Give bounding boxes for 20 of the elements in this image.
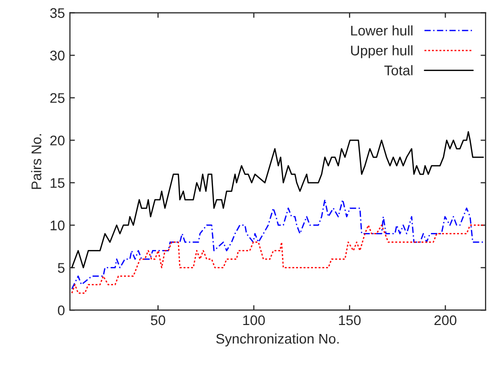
x-tick-label: 200 xyxy=(434,315,456,326)
line-series xyxy=(71,224,484,294)
line-series xyxy=(71,131,484,268)
line-series xyxy=(71,199,484,290)
y-tick-label: 10 xyxy=(50,220,65,230)
legend-label: Lower hull xyxy=(351,25,412,36)
y-tick-label: 5 xyxy=(58,263,64,273)
y-axis-title: Pairs No. xyxy=(31,134,42,189)
y-tick-label: 35 xyxy=(50,8,64,18)
legend-label: Total xyxy=(384,65,412,76)
x-axis-title: Synchronization No. xyxy=(216,333,339,346)
y-tick-label: 15 xyxy=(50,178,64,188)
x-tick-label: 150 xyxy=(339,315,361,326)
y-tick-label: 0 xyxy=(58,305,65,316)
y-tick-label: 25 xyxy=(50,93,64,103)
x-tick-label: 100 xyxy=(243,315,265,326)
y-tick-label: 30 xyxy=(50,50,65,60)
legend-label: Upper hull xyxy=(351,45,412,58)
x-tick-label: 50 xyxy=(150,315,166,326)
y-tick-label: 20 xyxy=(50,136,65,146)
